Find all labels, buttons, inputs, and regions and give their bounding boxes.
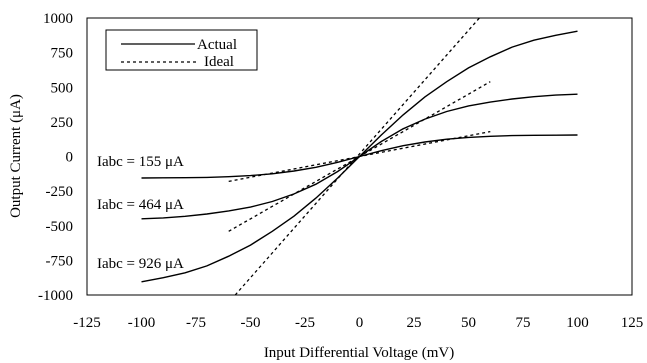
ideal-curve-iabc-464 (228, 81, 491, 232)
x-tick-label: 100 (566, 315, 589, 331)
ideal-curve-iabc-926 (234, 17, 480, 296)
y-tick-label: 250 (51, 115, 74, 131)
annotation-iabc-155: Iabc = 155 μA (97, 154, 184, 170)
legend-label-actual: Actual (197, 37, 237, 53)
x-tick-label: 50 (461, 315, 476, 331)
y-tick-label: 750 (51, 46, 74, 62)
y-axis-title: Output Current (μA) (8, 94, 24, 218)
plot-frame (86, 17, 633, 296)
x-tick-label: -125 (73, 315, 101, 331)
x-tick-label: 0 (356, 315, 364, 331)
y-tick-label: -1000 (38, 288, 73, 304)
x-tick-label: 25 (407, 315, 422, 331)
x-tick-label: -100 (128, 315, 156, 331)
annotation-iabc-464: Iabc = 464 μA (97, 197, 184, 213)
x-tick-label: -75 (186, 315, 206, 331)
x-tick-label: 125 (621, 315, 644, 331)
y-tick-label: -750 (46, 253, 74, 269)
legend: Actual Ideal (105, 29, 258, 71)
y-tick-labels: 1000 750 500 250 0 -250 -500 -750 -1000 (38, 11, 73, 304)
y-tick-label: 1000 (43, 11, 73, 27)
x-tick-label: -50 (241, 315, 261, 331)
series-layer (141, 17, 578, 296)
legend-box (105, 29, 258, 71)
y-tick-label: 500 (51, 80, 74, 96)
y-tick-label: 0 (66, 150, 74, 166)
x-tick-labels: -125 -100 -75 -50 -25 0 25 50 75 100 125 (73, 315, 643, 331)
x-tick-label: 75 (516, 315, 531, 331)
y-tick-label: -500 (46, 219, 74, 235)
x-tick-label: -25 (295, 315, 315, 331)
annotation-iabc-926: Iabc = 926 μA (97, 256, 184, 272)
y-tick-label: -250 (46, 184, 74, 200)
legend-label-ideal: Ideal (204, 54, 234, 70)
x-axis-title: Input Differential Voltage (mV) (264, 345, 454, 361)
